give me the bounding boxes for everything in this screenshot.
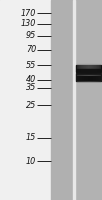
Text: 55: 55 <box>26 60 36 70</box>
Text: 25: 25 <box>26 100 36 110</box>
Bar <box>75 0 102 200</box>
Bar <box>0 0 51 200</box>
Bar <box>73 0 75 200</box>
Text: 170: 170 <box>21 8 36 18</box>
Text: 95: 95 <box>26 31 36 40</box>
Text: 35: 35 <box>26 83 36 92</box>
Text: 130: 130 <box>21 20 36 28</box>
Bar <box>76 65 101 72</box>
Bar <box>51 0 73 200</box>
Text: 70: 70 <box>26 46 36 54</box>
Bar <box>76 73 101 81</box>
Text: 15: 15 <box>26 134 36 142</box>
Text: 40: 40 <box>26 75 36 84</box>
Text: 10: 10 <box>26 156 36 166</box>
